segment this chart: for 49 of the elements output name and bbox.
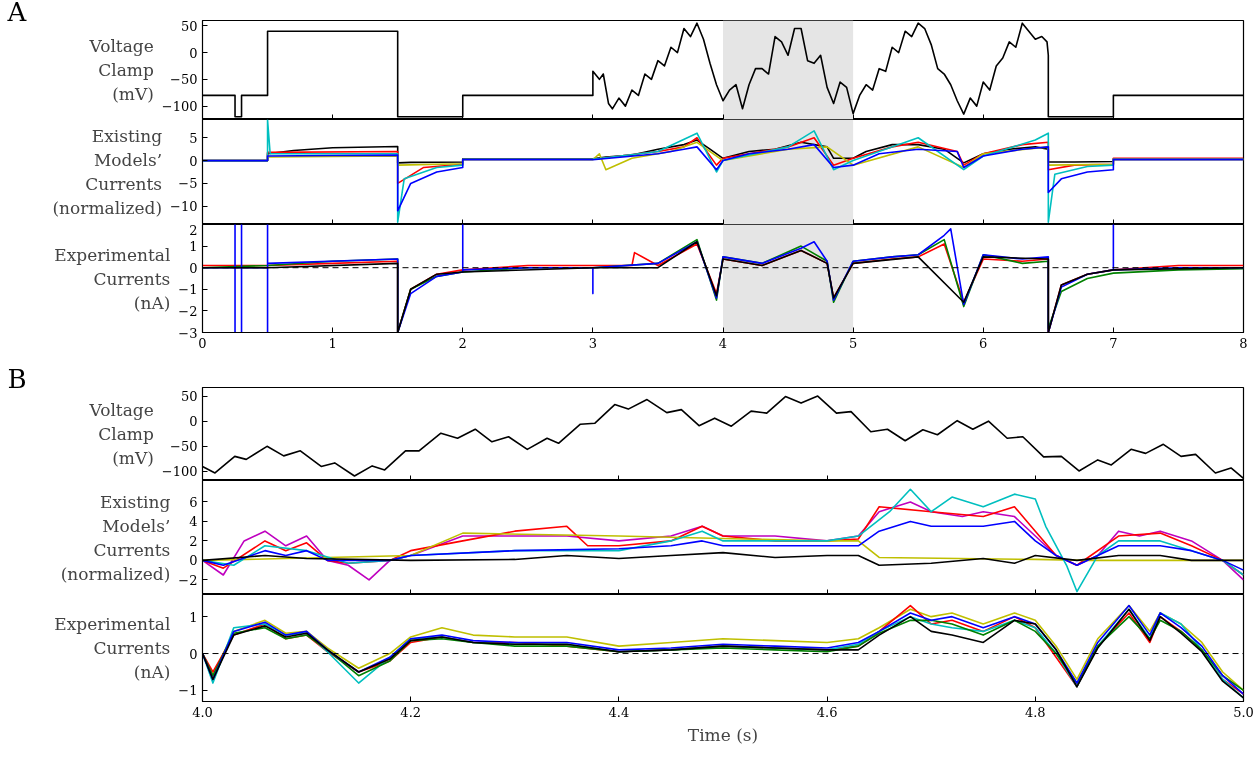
y-tick-label: 50: [180, 18, 198, 34]
y-tick-label: −3: [178, 325, 198, 341]
y-tick-label: 0: [189, 646, 198, 662]
y-axis-title: Voltage Clamp (mV): [88, 36, 154, 104]
y-tick-label: −10: [170, 199, 198, 215]
y-tick-label: 5: [189, 130, 198, 146]
y-tick-label: −1: [178, 683, 198, 699]
y-tick-label: −100: [161, 99, 198, 115]
y-tick-label: −2: [178, 303, 198, 319]
y-axis-title: Existing Models’ Currents (normalized): [60, 491, 171, 584]
y-axis-title: Experimental Currents (nA): [54, 614, 171, 682]
x-tick-label: 2: [458, 335, 467, 351]
y-tick-label: −5: [178, 176, 198, 192]
text: B: [7, 363, 27, 394]
y-tick-label: −100: [161, 464, 198, 480]
y-tick-label: −2: [178, 572, 198, 588]
x-tick-label: 5.0: [1233, 704, 1254, 720]
y-tick-label: 2: [189, 222, 198, 238]
y-tick-label: 2: [189, 533, 198, 549]
x-tick-label: 3: [588, 335, 598, 351]
x-tick-label: 4: [718, 335, 728, 351]
y-tick-label: −1: [178, 282, 198, 298]
x-tick-label: 4.2: [400, 704, 422, 720]
y-tick-label: 0: [189, 153, 198, 169]
y-axis-title: Existing Models’ Currents (normalized): [52, 126, 163, 218]
text: A: [6, 0, 28, 27]
y-tick-label: 1: [189, 609, 198, 625]
y-tick-label: 4: [189, 514, 198, 530]
y-tick-label: −50: [170, 439, 198, 455]
y-tick-label: 0: [189, 45, 198, 61]
y-tick-label: −50: [170, 72, 198, 88]
y-tick-label: 6: [189, 494, 198, 510]
x-tick-label: 4.0: [192, 704, 213, 720]
x-tick-label: 4.8: [1024, 704, 1046, 720]
y-axis-title: Voltage Clamp (mV): [88, 400, 154, 468]
y-axis-title: Experimental Currents (nA): [54, 244, 171, 313]
y-tick-label: 0: [189, 553, 198, 569]
y-tick-label: 0: [189, 260, 198, 276]
x-tick-label: 1: [328, 335, 337, 351]
x-tick-label: 6: [979, 335, 988, 351]
y-tick-label: 0: [189, 414, 198, 430]
x-tick-label: 4.6: [816, 704, 838, 720]
x-axis-title: Time (s): [687, 724, 759, 745]
x-tick-label: 7: [1109, 335, 1118, 351]
y-tick-label: 50: [180, 389, 198, 405]
y-tick-label: 1: [189, 239, 198, 255]
x-tick-label: 8: [1239, 335, 1248, 351]
x-tick-label: 4.4: [608, 704, 630, 720]
x-tick-label: 5: [848, 335, 858, 351]
